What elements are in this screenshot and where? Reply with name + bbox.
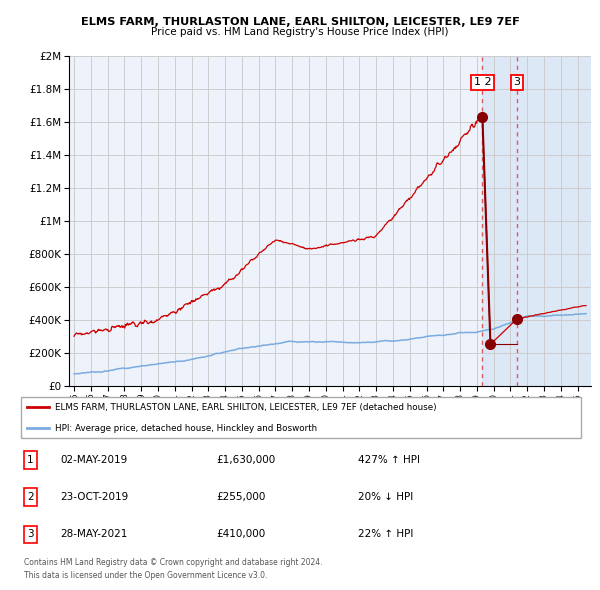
Text: 1 2: 1 2	[473, 77, 491, 87]
Bar	[482, 56, 591, 386]
Text: 02-MAY-2019: 02-MAY-2019	[61, 455, 128, 465]
FancyBboxPatch shape	[21, 397, 581, 438]
Text: 427% ↑ HPI: 427% ↑ HPI	[358, 455, 420, 465]
Text: ELMS FARM, THURLASTON LANE, EARL SHILTON, LEICESTER, LE9 7EF (detached house): ELMS FARM, THURLASTON LANE, EARL SHILTON…	[55, 403, 436, 412]
Text: 22% ↑ HPI: 22% ↑ HPI	[358, 529, 413, 539]
Text: £1,630,000: £1,630,000	[217, 455, 276, 465]
Text: 3: 3	[27, 529, 34, 539]
Text: £410,000: £410,000	[217, 529, 266, 539]
Text: 20% ↓ HPI: 20% ↓ HPI	[358, 492, 413, 502]
Text: HPI: Average price, detached house, Hinckley and Bosworth: HPI: Average price, detached house, Hinc…	[55, 424, 317, 432]
Text: Price paid vs. HM Land Registry's House Price Index (HPI): Price paid vs. HM Land Registry's House …	[151, 27, 449, 37]
Text: £255,000: £255,000	[217, 492, 266, 502]
Text: 28-MAY-2021: 28-MAY-2021	[61, 529, 128, 539]
Text: This data is licensed under the Open Government Licence v3.0.: This data is licensed under the Open Gov…	[24, 571, 268, 579]
Text: ELMS FARM, THURLASTON LANE, EARL SHILTON, LEICESTER, LE9 7EF: ELMS FARM, THURLASTON LANE, EARL SHILTON…	[80, 17, 520, 27]
Text: 1: 1	[27, 455, 34, 465]
Text: Contains HM Land Registry data © Crown copyright and database right 2024.: Contains HM Land Registry data © Crown c…	[24, 558, 323, 566]
Text: 2: 2	[27, 492, 34, 502]
Text: 23-OCT-2019: 23-OCT-2019	[61, 492, 129, 502]
Text: 3: 3	[514, 77, 521, 87]
